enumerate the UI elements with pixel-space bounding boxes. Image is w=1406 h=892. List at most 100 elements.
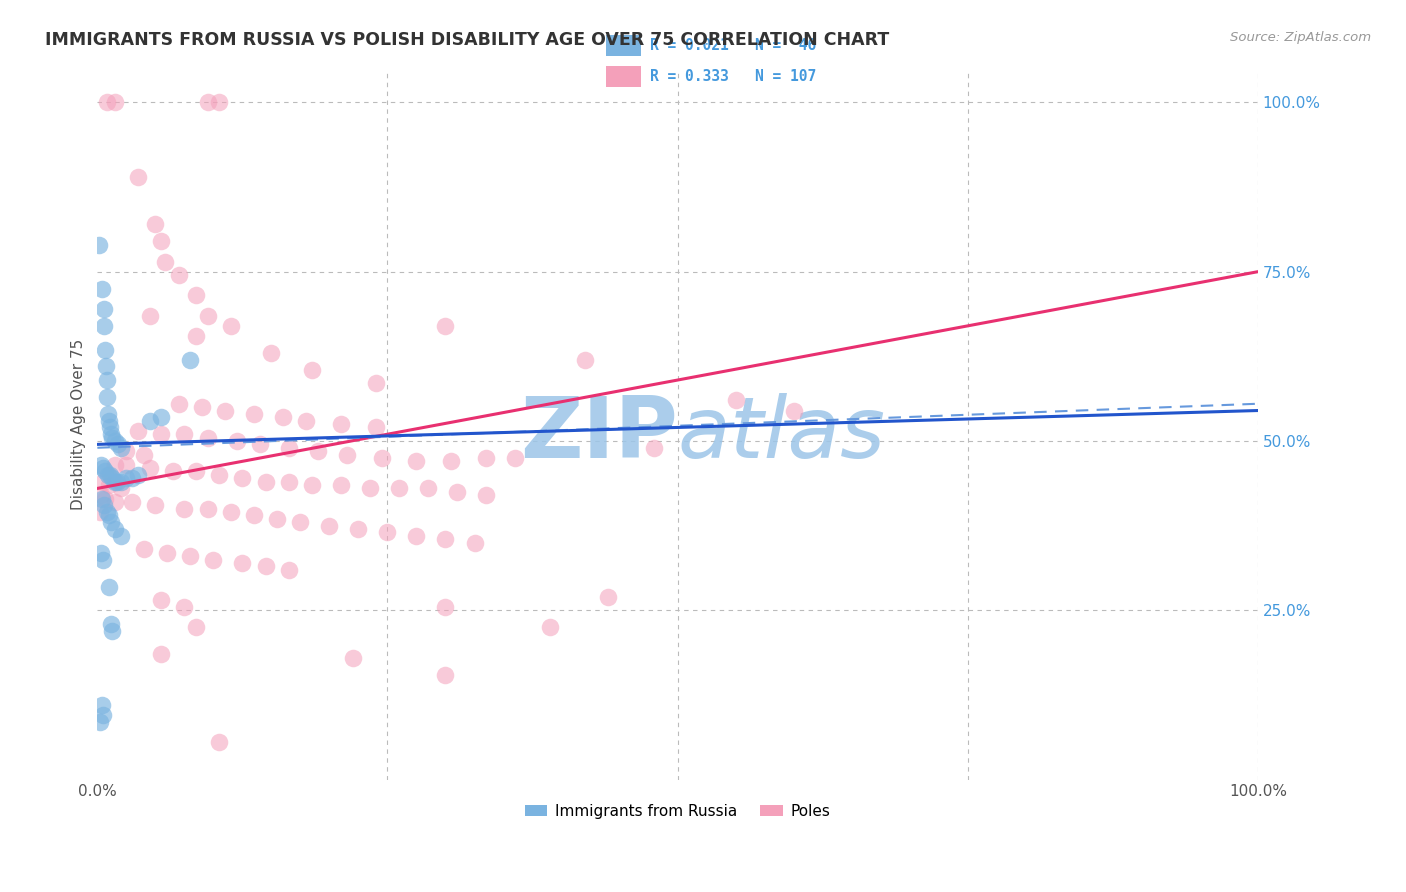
Point [121,471,143,485]
Point [94,491,117,506]
Point [110,475,132,489]
Point [574,352,596,367]
Point [254,559,277,574]
Point [208,735,231,749]
Point [197,501,219,516]
Point [225,434,247,448]
Point [138,461,160,475]
Point [91,461,114,475]
Point [290,515,312,529]
Point [97,580,120,594]
Point [173,427,195,442]
Point [243,407,266,421]
Point [266,512,288,526]
Point [184,288,207,302]
Point [93,318,115,333]
Point [97,407,120,421]
Point [434,667,457,681]
Point [91,552,114,566]
Point [127,424,149,438]
Point [90,458,112,472]
Point [96,95,118,110]
Point [96,373,118,387]
Point [132,448,155,462]
Point [94,359,117,374]
Point [107,437,129,451]
Point [138,309,160,323]
Point [184,620,207,634]
Point [91,491,114,506]
Point [100,427,122,442]
Point [197,431,219,445]
Point [94,465,117,479]
Point [347,522,370,536]
Point [150,234,173,248]
Point [503,450,526,465]
Point [475,450,498,465]
Point [167,268,190,282]
Point [97,508,120,523]
Point [179,352,201,367]
Point [191,400,214,414]
Point [91,282,114,296]
Point [336,448,359,462]
Point [90,488,112,502]
Point [162,465,184,479]
Point [416,482,439,496]
Text: R = 0.021   N =  46: R = 0.021 N = 46 [650,38,815,53]
Legend: Immigrants from Russia, Poles: Immigrants from Russia, Poles [519,798,837,825]
Point [127,467,149,482]
Point [101,431,124,445]
Point [197,95,219,110]
FancyBboxPatch shape [606,35,641,56]
Point [446,484,468,499]
Point [405,454,427,468]
Point [184,465,207,479]
Text: R = 0.333   N = 107: R = 0.333 N = 107 [650,69,815,84]
Point [104,522,127,536]
Point [145,217,167,231]
Point [342,650,364,665]
Point [231,471,253,485]
Point [153,254,176,268]
Point [97,478,120,492]
Point [150,427,173,442]
Point [104,475,127,489]
Point [364,376,387,391]
Point [173,599,195,614]
Point [110,441,132,455]
Point [138,414,160,428]
Point [277,441,299,455]
Point [110,529,132,543]
Point [249,437,271,451]
Point [277,563,299,577]
Text: ZIP: ZIP [520,393,678,476]
Point [89,505,111,519]
Point [434,599,457,614]
Point [101,471,124,485]
Point [96,390,118,404]
Point [277,475,299,489]
Point [330,417,353,431]
Point [115,444,138,458]
Point [643,441,665,455]
Point [219,318,242,333]
Point [104,458,127,472]
Point [87,237,110,252]
Point [90,546,112,560]
Point [434,318,457,333]
Point [184,329,207,343]
Point [91,708,114,723]
Point [782,403,804,417]
Point [100,616,122,631]
Point [110,482,132,496]
Point [104,495,127,509]
Point [94,343,117,357]
Point [105,475,128,489]
Point [295,414,318,428]
Point [724,393,747,408]
Point [179,549,201,563]
Point [364,420,387,434]
Point [202,552,225,566]
Point [150,410,173,425]
